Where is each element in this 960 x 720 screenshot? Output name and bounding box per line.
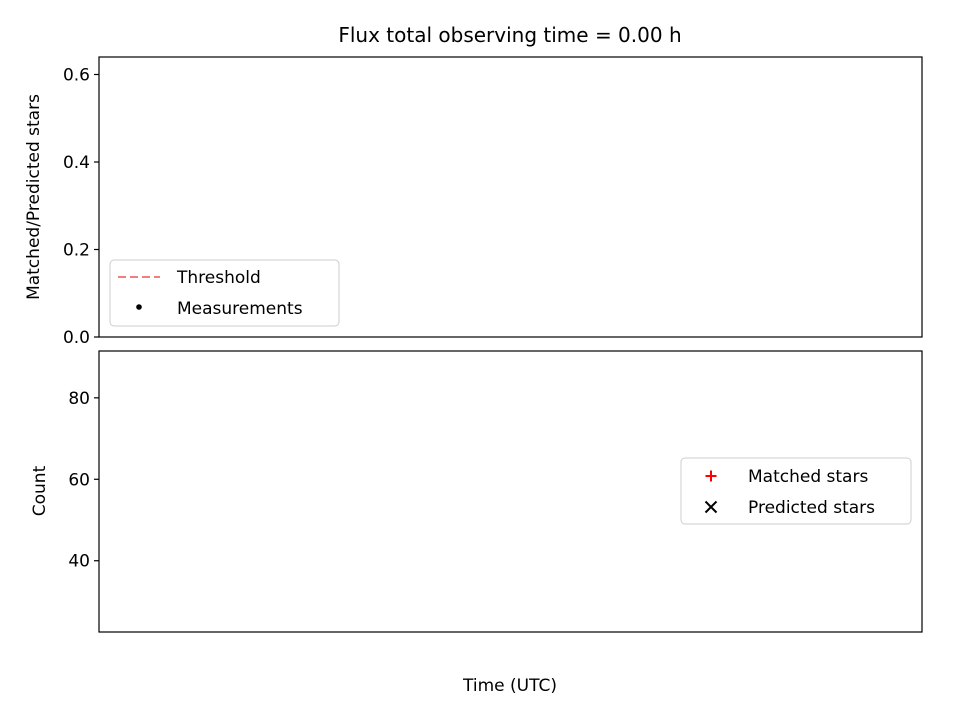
legend-measurements-label: Measurements [177,299,303,319]
top-panel: 0.0 0.2 0.4 0.6 Threshold Measurements [63,56,923,348]
legend-measurements-swatch [136,304,142,310]
top-y-axis-label: Matched/Predicted stars [24,94,44,300]
bottom-legend-box [680,457,912,525]
legend-matched-swatch [705,470,717,482]
top-y-tick-label: 0.4 [63,153,90,173]
top-y-tick-label: 0.6 [63,66,90,86]
bottom-axes-frame [98,350,923,633]
legend-matched-label: Matched stars [748,467,868,487]
bottom-legend: Matched stars Predicted stars [680,457,912,525]
top-axes-frame [98,56,923,338]
top-y-tick-label: 0.2 [63,241,90,261]
top-legend: Threshold Measurements [109,259,340,327]
top-y-tick-label: 0.0 [63,328,90,348]
bottom-y-tick-label: 40 [68,552,90,572]
bottom-y-axis-label: Count [30,465,50,516]
legend-threshold-label: Threshold [176,268,261,288]
top-legend-box [109,259,340,327]
bottom-y-tick-label: 80 [68,389,90,409]
x-axis-label: Time (UTC) [462,676,557,696]
legend-predicted-swatch [704,500,718,514]
bottom-panel: 40608001:1501:3001:4502:0002:1502:3002:4… [68,350,923,633]
bottom-y-tick-label: 60 [68,470,90,490]
chart-title: Flux total observing time = 0.00 h [338,23,681,47]
legend-predicted-label: Predicted stars [748,498,875,518]
legend-predicted-swatch-b [704,500,718,514]
